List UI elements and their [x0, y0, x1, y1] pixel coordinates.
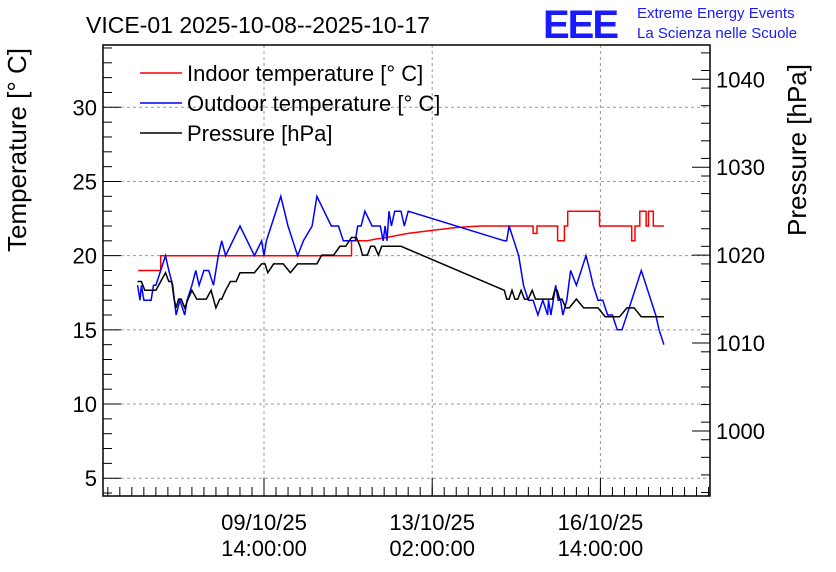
y2-tick-label: 1000	[716, 419, 765, 444]
plot-frame	[102, 44, 711, 497]
x-tick-label-time: 14:00:00	[558, 536, 644, 561]
legend-label-3: Pressure [hPa]	[187, 121, 333, 146]
y-tick-label: 5	[85, 466, 97, 491]
series-line-2	[136, 193, 665, 345]
legend: Indoor temperature [° C] Outdoor temperat…	[140, 61, 440, 146]
legend-label-2: Outdoor temperature [° C]	[187, 91, 440, 116]
y-tick-label: 25	[73, 169, 97, 194]
chart-title: VICE-01 2025-10-08--2025-10-17	[86, 12, 430, 38]
y2-tick-label: 1030	[716, 155, 765, 180]
series-line-3	[137, 236, 664, 318]
logo-line-1: Extreme Energy Events	[637, 5, 795, 22]
logo-letters: EEE	[543, 3, 618, 47]
y2-tick-label: 1010	[716, 331, 765, 356]
grid	[103, 45, 710, 496]
x-tick-label-time: 14:00:00	[221, 536, 307, 561]
axes: 510152025301000101010201030104009/10/251…	[73, 44, 765, 561]
y-axis-title: Temperature [° C]	[2, 48, 32, 252]
y-tick-label: 20	[73, 244, 97, 269]
x-tick-label-date: 16/10/25	[558, 510, 644, 535]
logo-line-2: La Scienza nelle Scuole	[637, 25, 797, 42]
legend-label-1: Indoor temperature [° C]	[187, 61, 423, 86]
y-tick-label: 15	[73, 318, 97, 343]
y2-axis-title: Pressure [hPa]	[782, 64, 812, 236]
y-tick-label: 30	[73, 95, 97, 120]
x-tick-label-time: 02:00:00	[389, 536, 475, 561]
eee-logo: EEE Extreme Energy Events La Scienza nel…	[543, 3, 797, 47]
series-layer	[136, 193, 665, 345]
x-tick-label-date: 13/10/25	[389, 510, 475, 535]
y-tick-label: 10	[73, 392, 97, 417]
x-tick-label-date: 09/10/25	[221, 510, 307, 535]
series-line-1	[138, 210, 664, 272]
y2-tick-label: 1020	[716, 243, 765, 268]
y2-tick-label: 1040	[716, 67, 765, 92]
